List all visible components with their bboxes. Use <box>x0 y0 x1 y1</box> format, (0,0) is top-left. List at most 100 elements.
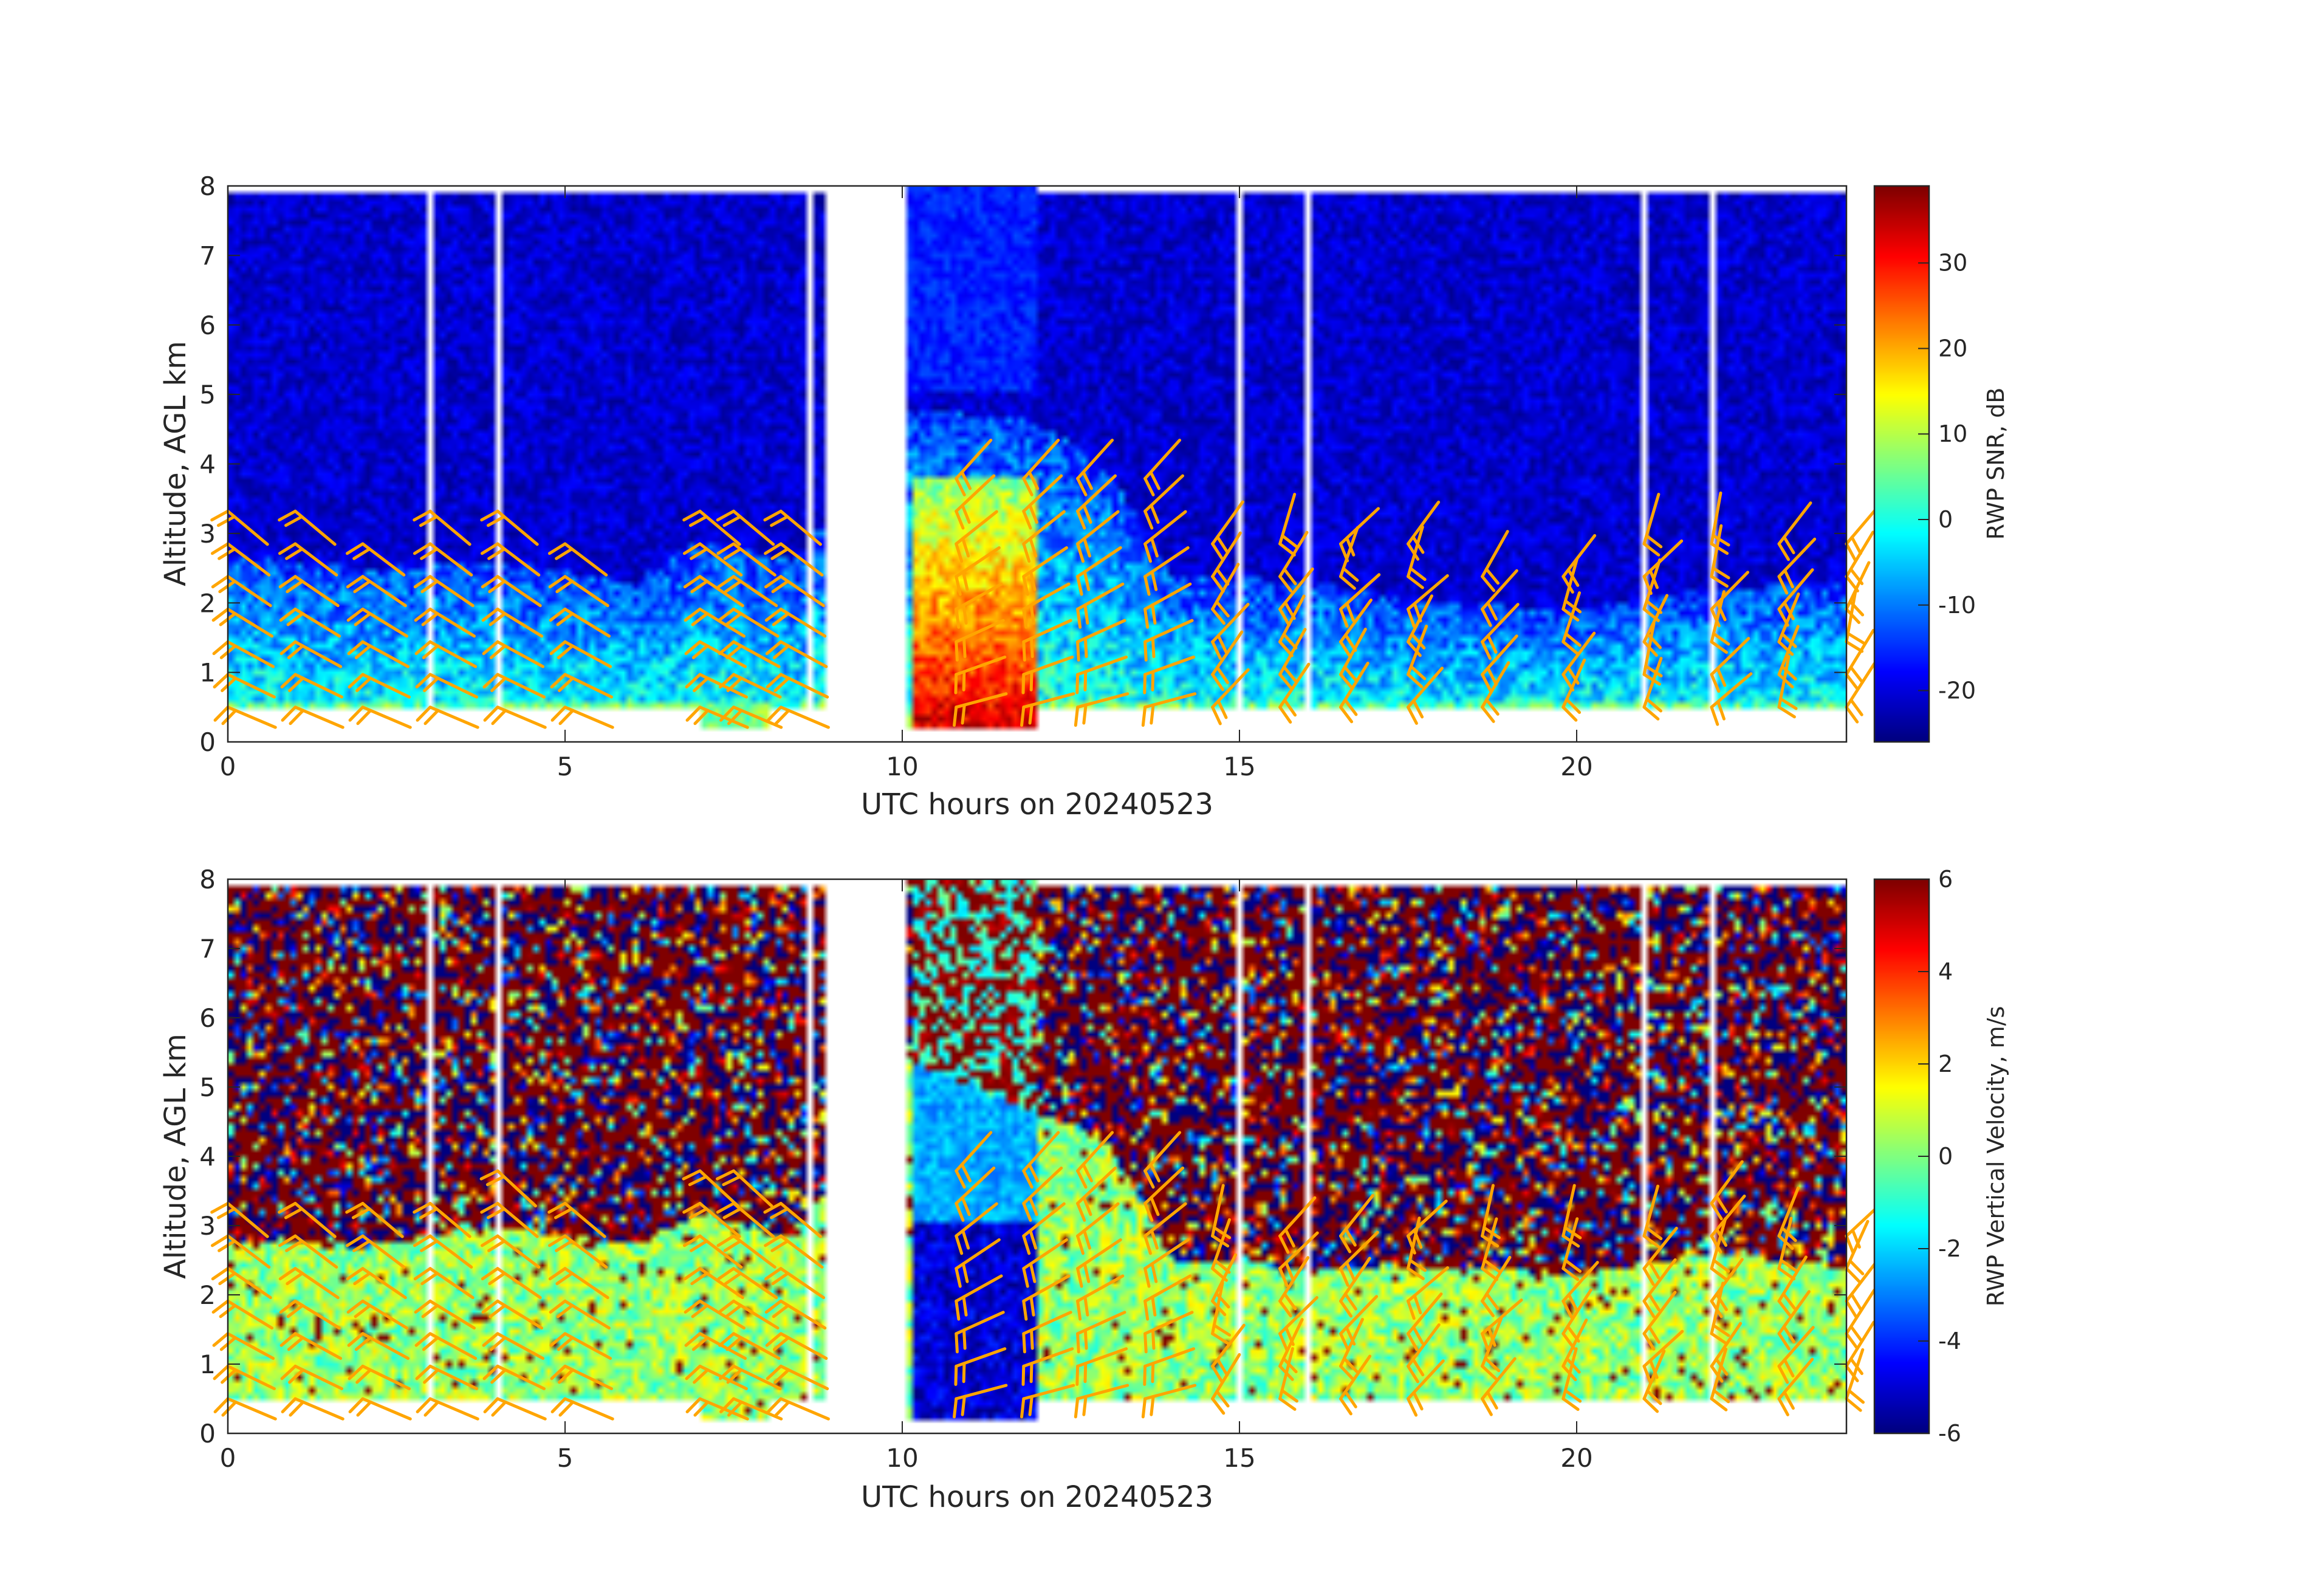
wind-barb-flag <box>1848 1259 1865 1275</box>
y-tick-label: 6 <box>199 310 216 340</box>
wind-barb-flag <box>491 1400 507 1417</box>
wind-barb <box>482 1364 546 1390</box>
wind-barb-flag <box>289 708 305 725</box>
wind-barb-flag <box>763 1202 783 1214</box>
wind-barb-flag <box>213 1397 230 1413</box>
wind-barb-flag <box>1082 703 1088 725</box>
wind-barb <box>548 575 609 608</box>
wind-barb-flag <box>1022 1234 1031 1255</box>
wind-barb <box>213 705 277 729</box>
wind-barb <box>1076 510 1120 563</box>
wind-barb-flag <box>554 1207 574 1219</box>
wind-barb <box>1407 525 1427 589</box>
wind-barb-flag <box>1342 1357 1359 1373</box>
wind-barb-flag <box>557 644 574 659</box>
wind-barb <box>1481 1298 1523 1353</box>
snr-x-axis-label: UTC hours on 20240523 <box>861 787 1213 822</box>
wind-barb-flag <box>279 1332 297 1347</box>
wind-barb-flag <box>1339 1299 1353 1318</box>
wind-barb <box>348 1364 411 1390</box>
wind-barb <box>1561 1184 1582 1248</box>
y-tick-label: 3 <box>199 1211 216 1241</box>
wind-barb <box>1339 1194 1374 1254</box>
wind-barb-flag <box>1407 575 1424 589</box>
wind-barb-flag <box>423 708 440 725</box>
wind-barb <box>1211 603 1250 660</box>
colorbar-tick-label: -10 <box>1938 592 1976 619</box>
wind-barb <box>1278 594 1306 657</box>
wind-barb <box>955 510 998 563</box>
wind-barb-flag <box>1020 705 1026 727</box>
wind-barb-flag <box>1216 634 1228 654</box>
wind-barb <box>1642 1226 1678 1286</box>
wind-barb-flag <box>1345 536 1356 557</box>
wind-barb-flag <box>1150 537 1159 558</box>
wind-barb-flag <box>1278 705 1292 724</box>
wind-barb-flag <box>719 705 735 722</box>
wind-barb-flag <box>481 608 499 622</box>
wind-barb-flag <box>1710 1299 1723 1319</box>
wind-barb <box>1211 1323 1246 1384</box>
wind-barb <box>413 509 471 546</box>
wind-barb <box>1143 619 1194 662</box>
wind-barb-flag <box>414 1299 432 1314</box>
x-tick-label: 0 <box>220 752 236 781</box>
wind-barb-flag <box>1566 666 1580 685</box>
wind-barb-flag <box>1642 608 1660 622</box>
wind-barb <box>547 1234 608 1269</box>
wind-barb <box>1642 558 1663 622</box>
wind-barb-flag <box>1407 1364 1419 1384</box>
wind-barb <box>955 438 993 496</box>
wind-barb <box>718 608 780 638</box>
wind-barb <box>549 640 612 668</box>
wind-barb <box>1777 501 1812 561</box>
wind-barb-flag <box>1339 1364 1355 1381</box>
wind-barb-flag <box>549 1332 567 1347</box>
wind-barb <box>281 705 344 729</box>
wind-barb <box>1642 1258 1677 1319</box>
wind-barb-flag <box>549 1299 567 1314</box>
wind-barb-flag <box>347 640 365 656</box>
wind-barb-flag <box>1561 1397 1580 1411</box>
wind-barb-flag <box>1278 640 1294 657</box>
wind-barb <box>279 1299 341 1330</box>
wind-barb-flag <box>1564 599 1582 614</box>
wind-barb-flag <box>1143 509 1154 530</box>
wind-barb <box>413 1267 475 1300</box>
wind-barb-flag <box>1076 509 1086 530</box>
y-tick-label: 4 <box>199 450 216 479</box>
wind-barb-flag <box>1345 1326 1356 1346</box>
wind-barb <box>550 1397 614 1421</box>
wind-barb-flag <box>1486 634 1498 654</box>
wind-barb-flag <box>1284 1326 1295 1346</box>
wind-barb <box>1143 1131 1182 1189</box>
wind-barb-flag <box>962 603 968 625</box>
wind-barb <box>1407 574 1449 628</box>
wind-barb <box>765 640 828 668</box>
wind-barb-flag <box>1563 1226 1582 1240</box>
velocity-x-axis-label: UTC hours on 20240523 <box>861 1480 1213 1514</box>
wind-barb <box>346 575 407 608</box>
wind-barb-flag <box>766 1364 783 1381</box>
wind-barb-flag <box>690 1240 708 1252</box>
wind-barb-flag <box>1486 1390 1498 1410</box>
wind-barb-flag <box>1211 1299 1227 1316</box>
wind-barb-flag <box>1407 608 1416 628</box>
wind-barb-flag <box>1345 602 1355 622</box>
wind-barb-flag <box>419 515 439 527</box>
colorbar-tick-label: 10 <box>1938 420 1967 447</box>
wind-barb-flag <box>960 470 972 490</box>
wind-barb-flag <box>1143 575 1151 596</box>
wind-barb <box>1407 667 1444 725</box>
wind-barb-flag <box>685 1397 702 1413</box>
wind-barb <box>1845 1348 1865 1412</box>
wind-barb-flag <box>1407 1234 1416 1255</box>
wind-barb-flag <box>772 1304 790 1319</box>
wind-barb-flag <box>1781 1292 1796 1310</box>
wind-barb-flag <box>682 1234 702 1247</box>
wind-barb-flag <box>688 1175 708 1187</box>
wind-barb <box>210 1202 269 1238</box>
wind-barb-flag <box>413 1267 432 1281</box>
wind-barb-flag <box>280 673 297 688</box>
wind-barb-flag <box>682 509 702 522</box>
